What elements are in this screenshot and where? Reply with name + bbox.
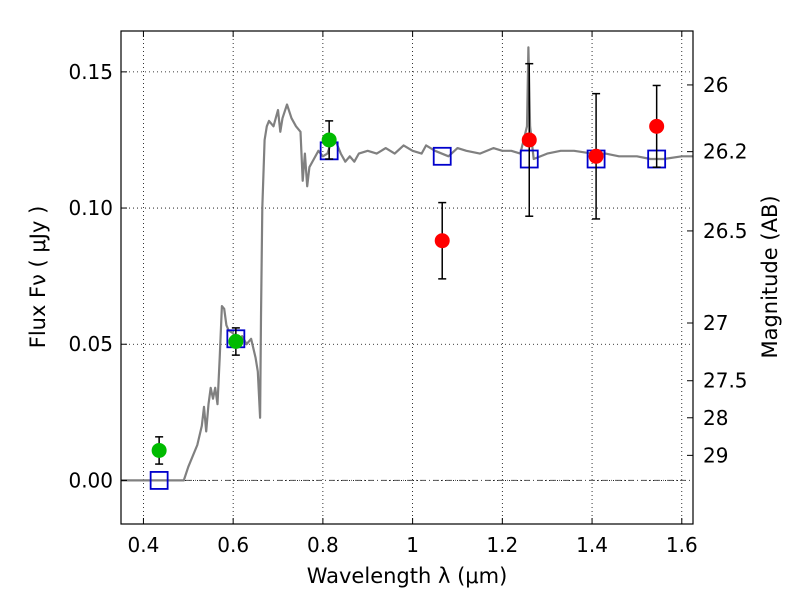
magnitude-tick-label: 26.2 (703, 140, 748, 164)
magnitude-tick-label: 26.5 (703, 219, 748, 243)
x-tick-label: 0.4 (128, 533, 160, 557)
y-tick-label: 0.00 (68, 468, 113, 492)
x-tick-label: 0.8 (307, 533, 339, 557)
y-tick-label: 0.05 (68, 332, 113, 356)
y-tick-label: 0.10 (68, 196, 113, 220)
observed-point (434, 233, 450, 249)
grid (121, 31, 693, 524)
observed-point (649, 118, 665, 134)
x-tick-label: 1.4 (576, 533, 608, 557)
x-tick-label: 1.6 (666, 533, 698, 557)
x-axis-title: Wavelength λ (μm) (307, 564, 508, 588)
x-tick-label: 0.6 (217, 533, 249, 557)
magnitude-tick-label: 29 (703, 443, 728, 467)
y-tick-label: 0.15 (68, 60, 113, 84)
spectrum-line (121, 46, 693, 482)
x-tick-label: 1 (406, 533, 419, 557)
magnitude-tick-label: 27 (703, 311, 728, 335)
observed-point (321, 132, 337, 148)
spectrum-layer (121, 46, 693, 482)
marker-layer (149, 62, 667, 490)
plot-frame (120, 30, 694, 525)
y2-axis-title: Magnitude (AB) (758, 195, 782, 358)
model-photometry-square (432, 146, 452, 166)
observed-point (228, 334, 244, 350)
magnitude-tick-label: 27.5 (703, 369, 748, 393)
observed-point (521, 132, 537, 148)
observed-point (151, 442, 167, 458)
tick-layer: 0.4 0.6 0.8 1 1.2 1.4 1.6 0.00 0.05 0.10 0.15 26 26.… (68, 31, 748, 557)
model-photometry-square (149, 471, 169, 490)
x-tick-label: 1.2 (486, 533, 518, 557)
y-axis-title: Flux Fν ( μJy ) (26, 206, 50, 349)
magnitude-tick-label: 28 (703, 406, 728, 430)
magnitude-tick-label: 26 (703, 73, 728, 97)
observed-point (588, 148, 604, 164)
